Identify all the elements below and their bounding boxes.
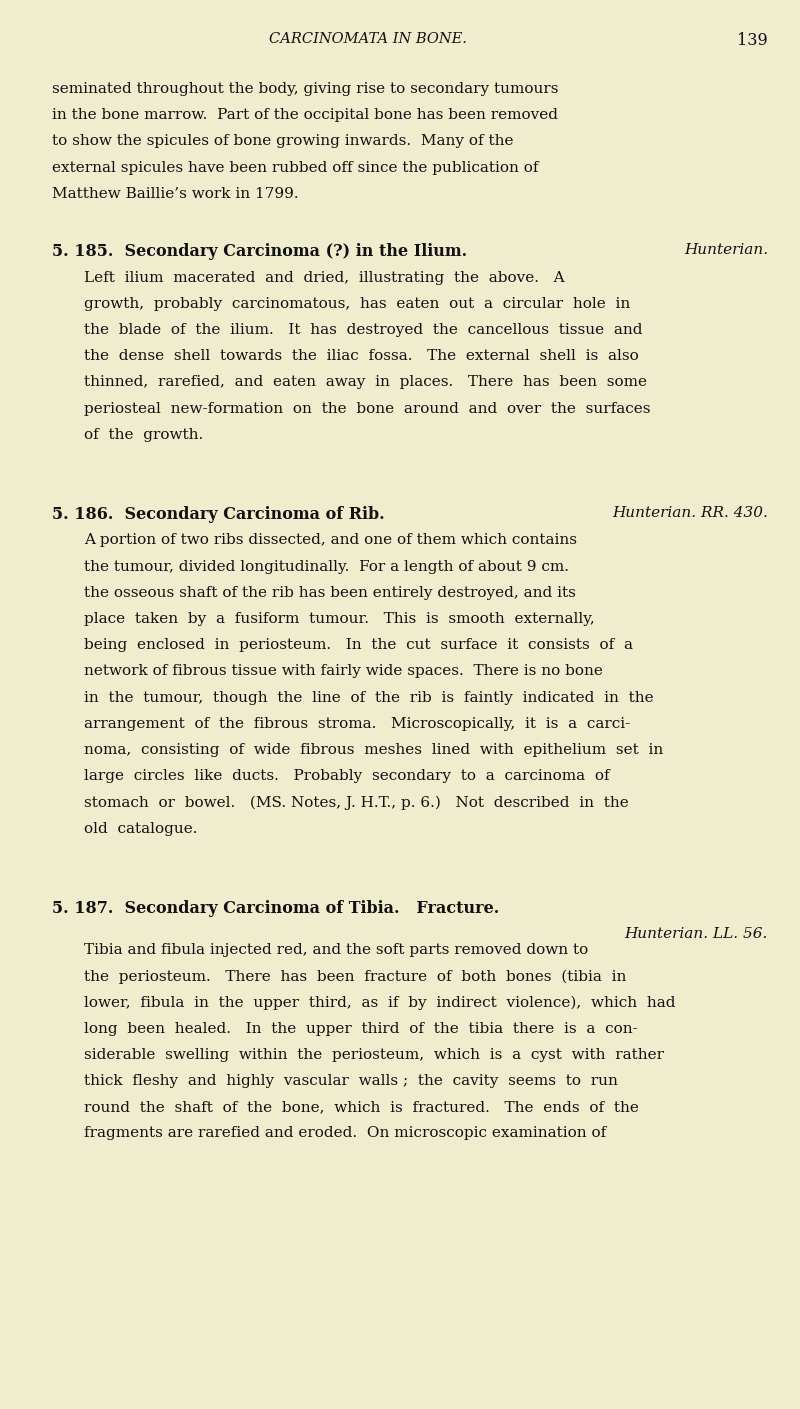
Text: CARCINOMATA IN BONE.: CARCINOMATA IN BONE. [269, 32, 467, 46]
Text: in  the  tumour,  though  the  line  of  the  rib  is  faintly  indicated  in  t: in the tumour, though the line of the ri… [84, 690, 654, 704]
Text: stomach  or  bowel.   (MS. Notes, J. H.T., p. 6.)   Not  described  in  the: stomach or bowel. (MS. Notes, J. H.T., p… [84, 796, 629, 810]
Text: Tibia and fibula injected red, and the soft parts removed down to: Tibia and fibula injected red, and the s… [84, 943, 588, 957]
Text: external spicules have been rubbed off since the publication of: external spicules have been rubbed off s… [52, 161, 538, 175]
Text: lower,  fibula  in  the  upper  third,  as  if  by  indirect  violence),  which : lower, fibula in the upper third, as if … [84, 995, 675, 1010]
Text: thinned,  rarefied,  and  eaten  away  in  places.   There  has  been  some: thinned, rarefied, and eaten away in pla… [84, 375, 647, 389]
Text: fragments are rarefied and eroded.  On microscopic examination of: fragments are rarefied and eroded. On mi… [84, 1126, 606, 1140]
Text: Left  ilium  macerated  and  dried,  illustrating  the  above.   A: Left ilium macerated and dried, illustra… [84, 271, 565, 285]
Text: seminated throughout the body, giving rise to secondary tumours: seminated throughout the body, giving ri… [52, 82, 558, 96]
Text: old  catalogue.: old catalogue. [84, 821, 198, 836]
Text: large  circles  like  ducts.   Probably  secondary  to  a  carcinoma  of: large circles like ducts. Probably secon… [84, 769, 610, 783]
Text: round  the  shaft  of  the  bone,  which  is  fractured.   The  ends  of  the: round the shaft of the bone, which is fr… [84, 1100, 639, 1115]
Text: in the bone marrow.  Part of the occipital bone has been removed: in the bone marrow. Part of the occipita… [52, 108, 558, 123]
Text: growth,  probably  carcinomatous,  has  eaten  out  a  circular  hole  in: growth, probably carcinomatous, has eate… [84, 297, 630, 311]
Text: the  periosteum.   There  has  been  fracture  of  both  bones  (tibia  in: the periosteum. There has been fracture … [84, 969, 626, 983]
Text: the osseous shaft of the rib has been entirely destroyed, and its: the osseous shaft of the rib has been en… [84, 586, 576, 600]
Text: long  been  healed.   In  the  upper  third  of  the  tibia  there  is  a  con-: long been healed. In the upper third of … [84, 1022, 638, 1036]
Text: 5. 185.  Secondary Carcinoma (?) in the Ilium.: 5. 185. Secondary Carcinoma (?) in the I… [52, 242, 467, 261]
Text: arrangement  of  the  fibrous  stroma.   Microscopically,  it  is  a  carci-: arrangement of the fibrous stroma. Micro… [84, 717, 630, 731]
Text: Hunterian.: Hunterian. [684, 242, 768, 256]
Text: the  dense  shell  towards  the  iliac  fossa.   The  external  shell  is  also: the dense shell towards the iliac fossa.… [84, 349, 638, 364]
Text: thick  fleshy  and  highly  vascular  walls ;  the  cavity  seems  to  run: thick fleshy and highly vascular walls ;… [84, 1074, 618, 1088]
Text: siderable  swelling  within  the  periosteum,  which  is  a  cyst  with  rather: siderable swelling within the periosteum… [84, 1048, 664, 1062]
Text: to show the spicules of bone growing inwards.  Many of the: to show the spicules of bone growing inw… [52, 134, 514, 148]
Text: network of fibrous tissue with fairly wide spaces.  There is no bone: network of fibrous tissue with fairly wi… [84, 665, 603, 678]
Text: Hunterian. LL. 56.: Hunterian. LL. 56. [625, 927, 768, 941]
Text: 5. 186.  Secondary Carcinoma of Rib.: 5. 186. Secondary Carcinoma of Rib. [52, 506, 385, 523]
Text: Matthew Baillie’s work in 1799.: Matthew Baillie’s work in 1799. [52, 187, 298, 201]
Text: of  the  growth.: of the growth. [84, 428, 203, 441]
Text: the tumour, divided longitudinally.  For a length of about 9 cm.: the tumour, divided longitudinally. For … [84, 559, 569, 573]
Text: A portion of two ribs dissected, and one of them which contains: A portion of two ribs dissected, and one… [84, 534, 577, 548]
Text: place  taken  by  a  fusiform  tumour.   This  is  smooth  externally,: place taken by a fusiform tumour. This i… [84, 612, 594, 626]
Text: 139: 139 [738, 32, 768, 49]
Text: 5. 187.  Secondary Carcinoma of Tibia.   Fracture.: 5. 187. Secondary Carcinoma of Tibia. Fr… [52, 900, 499, 917]
Text: Hunterian. RR. 430.: Hunterian. RR. 430. [612, 506, 768, 520]
Text: noma,  consisting  of  wide  fibrous  meshes  lined  with  epithelium  set  in: noma, consisting of wide fibrous meshes … [84, 743, 663, 757]
Text: being  enclosed  in  periosteum.   In  the  cut  surface  it  consists  of  a: being enclosed in periosteum. In the cut… [84, 638, 633, 652]
Text: periosteal  new-formation  on  the  bone  around  and  over  the  surfaces: periosteal new-formation on the bone aro… [84, 402, 650, 416]
Text: the  blade  of  the  ilium.   It  has  destroyed  the  cancellous  tissue  and: the blade of the ilium. It has destroyed… [84, 323, 642, 337]
